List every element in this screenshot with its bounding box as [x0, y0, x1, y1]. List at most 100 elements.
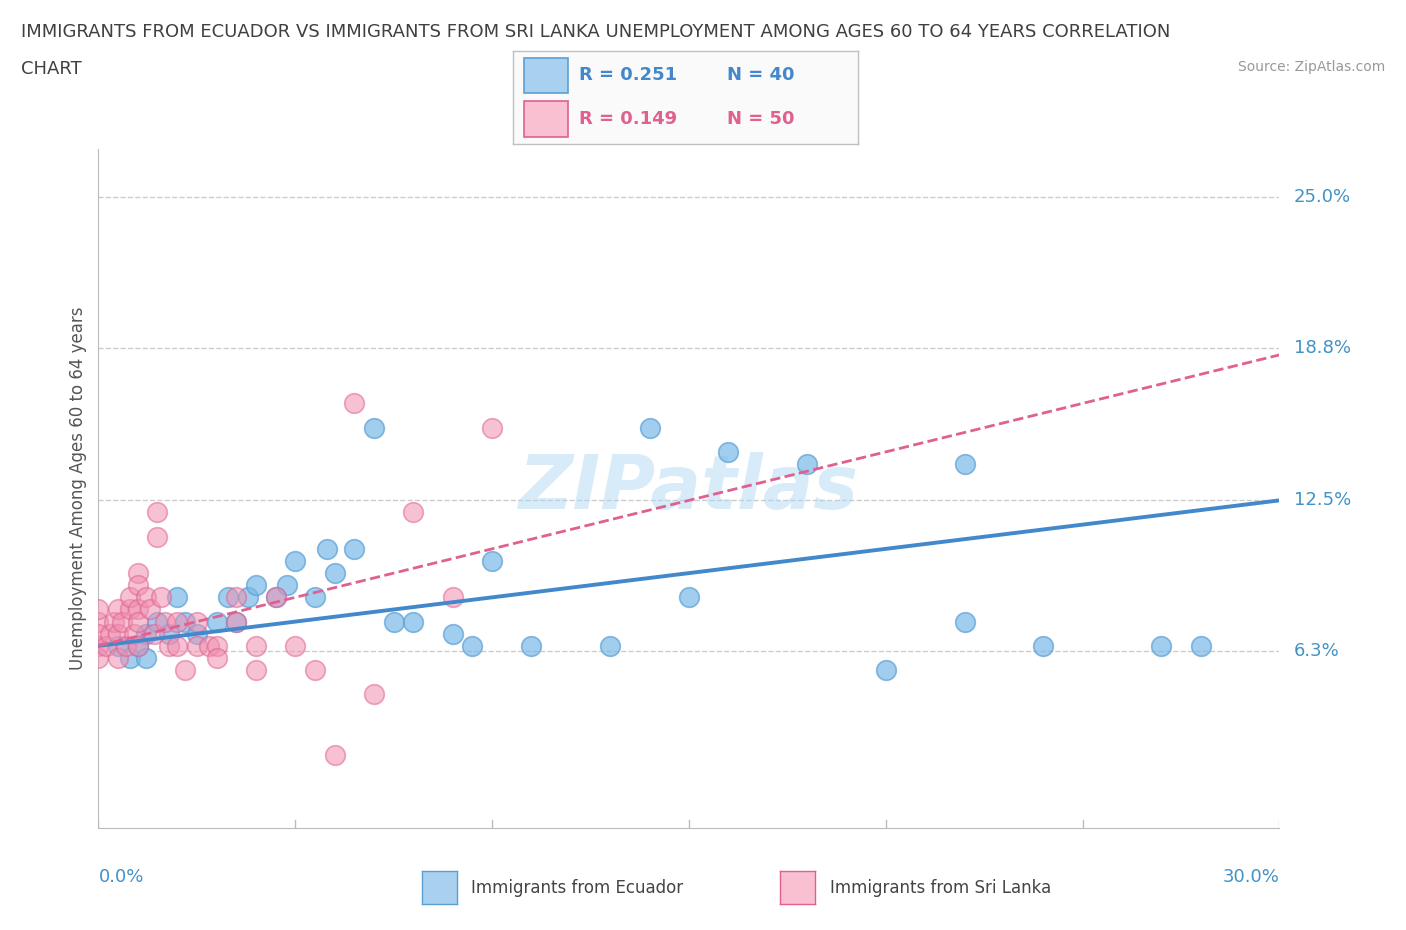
Point	[323, 565, 346, 580]
Text: N = 50: N = 50	[727, 110, 794, 128]
Point	[638, 420, 661, 435]
Point	[284, 553, 307, 568]
Point	[127, 614, 149, 629]
Point	[87, 638, 110, 653]
Text: 25.0%: 25.0%	[1294, 188, 1351, 206]
Point	[323, 748, 346, 763]
Point	[197, 638, 219, 653]
Point	[363, 687, 385, 702]
Point	[343, 541, 366, 556]
Point	[205, 614, 228, 629]
Point	[1150, 638, 1173, 653]
Point	[953, 614, 976, 629]
Point	[953, 457, 976, 472]
Point	[382, 614, 405, 629]
Point	[146, 614, 169, 629]
Text: Immigrants from Ecuador: Immigrants from Ecuador	[471, 879, 683, 897]
Point	[87, 626, 110, 641]
Point	[225, 614, 247, 629]
Text: 6.3%: 6.3%	[1294, 642, 1340, 659]
Point	[186, 614, 208, 629]
Text: 18.8%: 18.8%	[1294, 339, 1351, 356]
Point	[245, 638, 267, 653]
Point	[174, 614, 197, 629]
Point	[111, 614, 134, 629]
Point	[87, 614, 110, 629]
Point	[87, 651, 110, 666]
Point	[875, 663, 897, 678]
Point	[87, 602, 110, 617]
Point	[107, 638, 129, 653]
Point	[155, 614, 177, 629]
Bar	[523, 101, 568, 137]
Point	[103, 614, 125, 629]
Y-axis label: Unemployment Among Ages 60 to 64 years: Unemployment Among Ages 60 to 64 years	[69, 307, 87, 670]
Point	[157, 638, 180, 653]
Point	[225, 614, 247, 629]
Point	[118, 651, 141, 666]
Point	[315, 541, 337, 556]
Point	[146, 529, 169, 544]
Point	[118, 590, 141, 604]
Point	[402, 614, 425, 629]
Point	[1189, 638, 1212, 653]
Point	[166, 590, 188, 604]
Point	[146, 505, 169, 520]
Text: 30.0%: 30.0%	[1223, 869, 1279, 886]
Bar	[523, 58, 568, 93]
Text: IMMIGRANTS FROM ECUADOR VS IMMIGRANTS FROM SRI LANKA UNEMPLOYMENT AMONG AGES 60 : IMMIGRANTS FROM ECUADOR VS IMMIGRANTS FR…	[21, 23, 1170, 41]
Point	[107, 626, 129, 641]
Point	[107, 651, 129, 666]
Point	[150, 590, 173, 604]
Point	[135, 590, 157, 604]
Text: Immigrants from Sri Lanka: Immigrants from Sri Lanka	[830, 879, 1050, 897]
Point	[174, 663, 197, 678]
Point	[284, 638, 307, 653]
Point	[142, 626, 165, 641]
Point	[96, 638, 118, 653]
Text: ZIPatlas: ZIPatlas	[519, 452, 859, 525]
Point	[264, 590, 287, 604]
Point	[264, 590, 287, 604]
Point	[343, 396, 366, 411]
Point	[186, 626, 208, 641]
Point	[135, 626, 157, 641]
Point	[245, 663, 267, 678]
Point	[122, 626, 145, 641]
Point	[245, 578, 267, 592]
Point	[717, 445, 740, 459]
Text: R = 0.251: R = 0.251	[579, 66, 676, 85]
Point	[461, 638, 484, 653]
Point	[186, 638, 208, 653]
Point	[481, 420, 503, 435]
Point	[166, 614, 188, 629]
Point	[441, 626, 464, 641]
Text: N = 40: N = 40	[727, 66, 794, 85]
Text: CHART: CHART	[21, 60, 82, 78]
Point	[1032, 638, 1054, 653]
Point	[678, 590, 700, 604]
Point	[796, 457, 818, 472]
Point	[441, 590, 464, 604]
Point	[276, 578, 298, 592]
Point	[107, 602, 129, 617]
Text: 12.5%: 12.5%	[1294, 491, 1351, 510]
Point	[304, 590, 326, 604]
Point	[363, 420, 385, 435]
Point	[205, 638, 228, 653]
Point	[402, 505, 425, 520]
Point	[205, 651, 228, 666]
Text: Source: ZipAtlas.com: Source: ZipAtlas.com	[1237, 60, 1385, 74]
Point	[127, 638, 149, 653]
Text: 0.0%: 0.0%	[98, 869, 143, 886]
Point	[599, 638, 621, 653]
Point	[127, 578, 149, 592]
Point	[217, 590, 239, 604]
Point	[520, 638, 543, 653]
Point	[166, 638, 188, 653]
Point	[225, 590, 247, 604]
Point	[127, 565, 149, 580]
Point	[135, 651, 157, 666]
Text: R = 0.149: R = 0.149	[579, 110, 676, 128]
Point	[236, 590, 259, 604]
